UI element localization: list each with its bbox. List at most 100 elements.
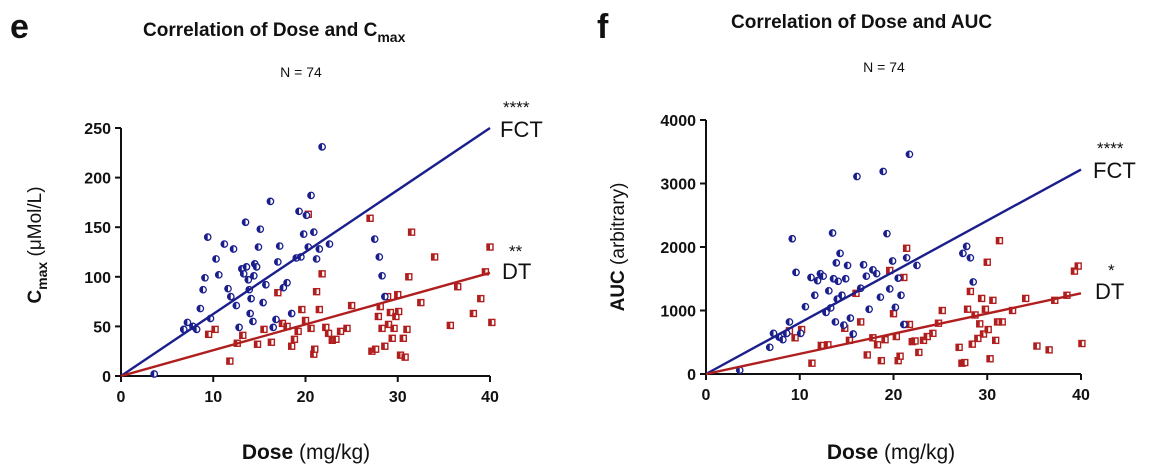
fct-point-fill [316,245,320,253]
fct-point-fill [807,274,811,281]
dt-point-fill [337,328,341,335]
dt-point-fill [284,323,288,330]
dt-point-fill [985,326,989,333]
fct-point-fill [313,255,317,263]
y-tick-label: 0 [102,369,111,386]
x-tick-label: 40 [481,389,499,406]
fct-point-fill [844,262,848,269]
dt-point-fill [900,274,904,281]
fct-point-fill [215,271,219,279]
fct-point-fill [318,143,323,151]
dt-line-label: DT [1095,279,1124,304]
dt-point-fill [878,357,882,364]
x-tick-label: 30 [978,387,996,404]
dt-point-fill [882,336,886,343]
dt-point-fill [909,338,913,345]
dt-point-fill [972,311,976,318]
dt-point-fill [987,355,991,362]
fct-fit-line [705,168,1082,376]
fct-point-fill [295,208,300,215]
fct-point-fill [378,272,383,280]
dt-series-points [204,210,496,365]
dt-point-fill [994,318,998,325]
fct-line-label: FCT [500,117,543,142]
dt-point-fill [999,318,1003,325]
fct-point-fill [889,257,893,265]
dt-point-fill [397,352,401,359]
dt-point-fill [961,359,965,366]
dt-point-fill [226,358,230,365]
fct-point-fill [838,292,842,299]
dt-point-fill [980,330,984,337]
fct-point-fill [829,229,833,237]
dt-point-fill [978,295,982,302]
fct-point-fill [967,254,971,261]
dt-point-fill [325,330,329,337]
dt-point-fill [394,291,398,298]
y-axis-label: Cmax (μMol/L) [25,186,50,303]
dt-point-fill [377,303,381,310]
fct-point-fill [245,276,249,283]
axes: 0 50 100 150 200 250 0 10 20 30 40 [84,121,499,406]
fct-point-fill [779,336,783,343]
fct-point-fill [259,299,264,306]
x-tick-label: 0 [117,389,126,406]
fct-point-fill [766,344,770,351]
fct-point-fill [886,285,890,293]
dt-point-fill [313,288,317,295]
dt-point-fill [969,341,973,348]
dt-point-fill [982,306,986,313]
x-tick-label: 10 [204,389,222,406]
dt-point-fill [298,306,302,313]
fct-series-points [150,142,389,378]
fct-point-fill [235,324,240,331]
dt-point-fill [332,336,336,343]
fct-point-fill [903,254,907,261]
x-axis-label: Dose (mg/kg) [827,441,955,464]
fct-point-fill [283,279,288,286]
dt-point-fill [392,313,396,320]
fct-point-fill [860,261,864,268]
fct-point-fill [847,314,851,322]
dt-point-fill [408,229,412,236]
axes: 0 1000 2000 3000 4000 0 10 20 30 40 [660,113,1090,404]
fct-point-fill [381,293,385,300]
dt-point-fill [302,317,306,324]
dt-point-fill [846,337,850,344]
fct-point-fill [242,219,246,226]
dt-point-fill [897,353,901,360]
dt-point-fill [405,273,409,280]
dt-point-fill [915,349,919,356]
fct-point-fill [865,306,870,313]
fct-point-fill [913,262,917,269]
fct-point-fill [802,303,806,310]
fct-point-fill [272,316,276,323]
fct-point-fill [786,318,790,326]
dt-point-fill [1075,263,1079,270]
dt-point-fill [402,354,406,361]
fct-point-fill [267,198,271,205]
dt-point-fill [808,360,812,367]
fct-point-fill [883,230,887,237]
dt-line-label: DT [502,259,531,284]
dt-point-fill [322,324,326,331]
dt-point-fill [367,215,371,222]
dt-point-fill [920,337,924,344]
dt-point-fill [395,308,399,315]
fct-point-fill [969,278,974,286]
dt-point-fill [260,326,264,333]
fct-point-fill [151,370,155,378]
dt-point-fill [291,336,295,343]
panel-title: Correlation of Dose and Cmax [143,20,406,45]
dt-point-fill [890,310,894,317]
fct-point-fill [873,270,877,277]
dt-point-fill [929,330,933,337]
fct-point-fill [276,242,280,250]
dt-point-fill [1009,307,1013,314]
dt-point-fill [319,270,323,277]
dt-point-fill [254,341,258,348]
dt-point-fill [372,346,376,353]
dt-point-fill [391,325,395,332]
dt-point-fill [288,343,292,350]
fct-point-fill [853,173,857,180]
